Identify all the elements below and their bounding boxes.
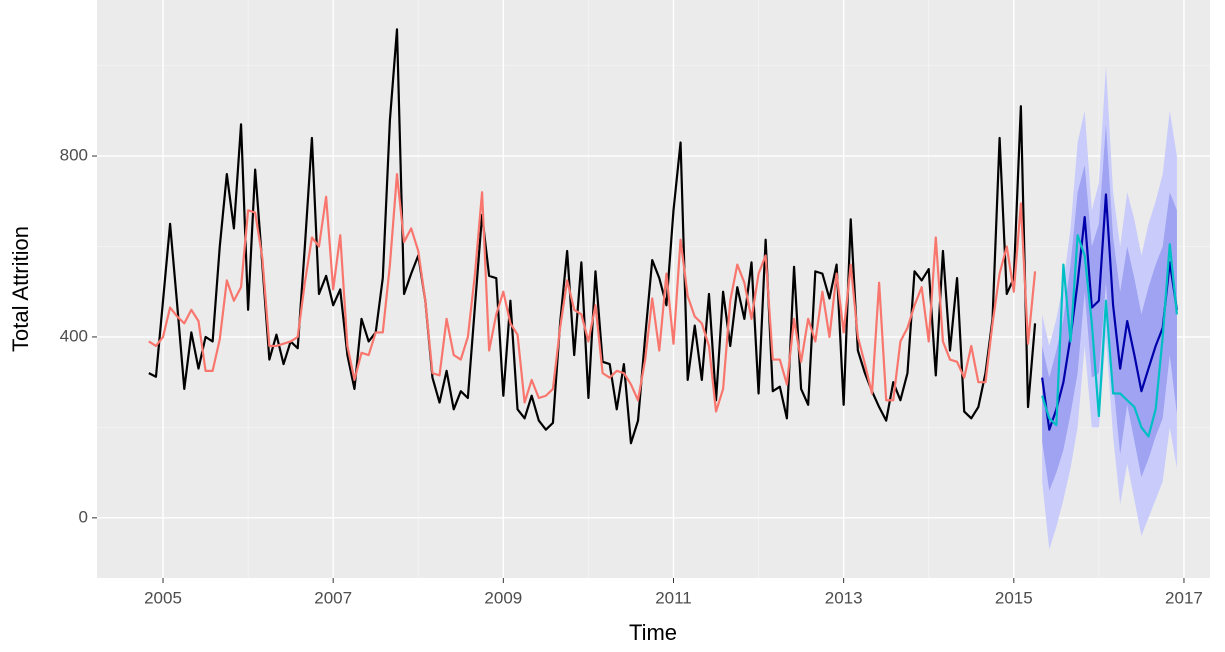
series-line	[1041, 193, 1178, 431]
x-tick-label: 2015	[995, 588, 1033, 607]
y-tick-label: 800	[60, 146, 88, 165]
x-tick-label: 2017	[1165, 588, 1203, 607]
marks	[148, 28, 1178, 550]
x-tick-label: 2005	[144, 588, 182, 607]
x-tick-label: 2007	[314, 588, 352, 607]
y-tick-label: 400	[60, 326, 88, 345]
series-line	[148, 28, 1037, 445]
y-axis-title: Total Attrition	[8, 226, 33, 352]
x-tick-label: 2011	[655, 588, 692, 607]
series-line	[1041, 234, 1178, 438]
series-line	[148, 173, 1037, 413]
x-tick-label: 2009	[484, 588, 522, 607]
y-tick-label: 0	[79, 507, 88, 526]
prediction-interval	[1042, 124, 1177, 491]
x-axis-title: Time	[629, 620, 677, 645]
x-tick-label: 2013	[825, 588, 863, 607]
